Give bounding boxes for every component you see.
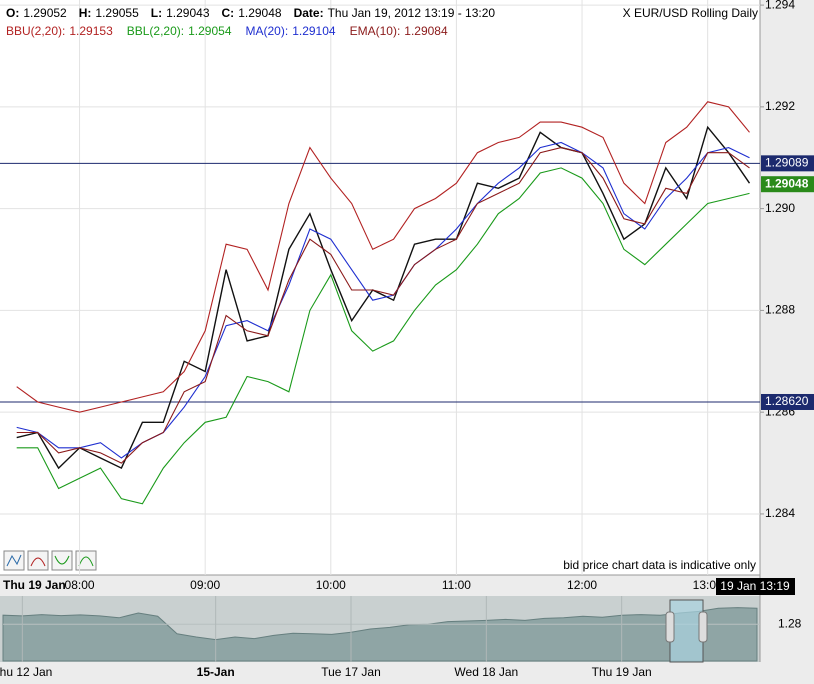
navigator-x-label: Tue 17 Jan [321,665,381,679]
indicator-line [16,147,750,464]
price-label-box [761,155,814,172]
x-tick-label: 13:00 [693,578,723,592]
x-tick-label: 11:00 [442,578,471,592]
ohlc-value: 1.29043 [166,6,210,20]
price-label: 1.29089 [765,156,809,170]
indicator-line [16,101,750,413]
navigator-x-label: Thu 12 Jan [0,665,52,679]
chart-title: X EUR/USD Rolling Daily [623,6,758,20]
tool-glyph [54,555,70,565]
ohlc-value: 1.29055 [95,6,139,20]
legend: BBU(2,20): 1.29153 BBL(2,20): 1.29054 MA(20)… [6,24,448,38]
ohlc-label: L: [151,6,162,20]
y-tick-label: 1.292 [765,99,795,113]
ohlc-label: O: [6,6,19,20]
ohlc-value: 1.29052 [23,6,67,20]
tool-glyph [6,554,22,567]
x-tick-label: 10:00 [316,578,346,592]
tool-icon[interactable] [75,550,97,571]
navigator-window[interactable] [669,599,704,663]
note: bid price chart data is indicative only [563,558,756,572]
tool-glyph [78,556,94,567]
time-axis-band [0,575,814,596]
legend-name: BBU(2,20): [6,24,65,38]
date-label: Date: [294,6,324,20]
navigator [2,596,760,662]
price-line-series [16,125,751,470]
legend-value: 1.29054 [188,24,232,38]
navigator-x-label: Wed 18 Jan [454,665,518,679]
navigator-x-label: 15-Jan [197,665,235,679]
navigator-axis-band [0,662,814,684]
navigator-handle[interactable] [698,611,708,643]
y-tick-label: 1.284 [765,506,795,520]
cursor-label: 19 Jan 13:19 [720,579,790,593]
indicator-line [16,141,750,459]
tool-icons[interactable] [3,550,97,571]
y-tick-label: 1.294 [765,0,795,11]
x-tick-label: 12:00 [567,578,597,592]
y-tick-label: 1.288 [765,303,795,317]
price-label-box [761,393,814,410]
navigator-y-label: 1.28 [778,616,802,630]
tool-icon[interactable] [3,550,25,571]
price-label: 1.29048 [765,176,809,190]
ohlc-label: H: [79,6,92,20]
legend-name: MA(20): [246,24,289,38]
price-label: 1.28620 [765,394,809,408]
indicator-line [16,167,750,505]
y-axis-band [760,0,814,684]
x-start-label: Thu 19 Jan [3,578,66,592]
navigator-area [2,607,758,662]
legend-value: 1.29104 [292,24,336,38]
legend-value: 1.29084 [404,24,448,38]
price-label-box [761,176,814,193]
date-value: Thu Jan 19, 2012 13:19 - 13:20 [328,6,496,20]
y-tick-label: 1.290 [765,201,795,215]
plot [0,0,760,575]
navigator-handle[interactable] [665,611,675,643]
legend-value: 1.29153 [69,24,113,38]
tool-icon[interactable] [51,550,73,571]
ohlc-label: C: [222,6,235,20]
cursor-box [716,578,795,595]
ohlc-header: O: 1.29052 H: 1.29055 L: 1.29043 C: 1.29048 Date… [6,6,495,20]
legend-name: EMA(10): [350,24,401,38]
tool-icon[interactable] [27,550,49,571]
x-tick-label: 08:00 [65,578,95,592]
tool-glyph [30,557,46,567]
legend-name: BBL(2,20): [127,24,184,38]
ohlc-value: 1.29048 [238,6,282,20]
navigator-x-label: Thu 19 Jan [592,665,652,679]
x-tick-label: 09:00 [190,578,220,592]
